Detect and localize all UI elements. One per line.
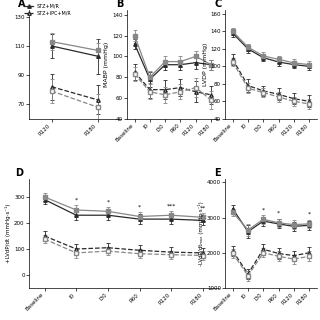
Text: A: A [18,0,25,9]
Text: *: * [138,205,141,210]
Text: *: * [106,200,109,204]
Text: *: * [262,207,265,212]
Text: C: C [214,0,221,9]
Y-axis label: +LVdP/dt (mmHg·s⁻¹): +LVdP/dt (mmHg·s⁻¹) [5,204,11,263]
Text: *: * [277,211,280,216]
Text: **: ** [200,205,206,211]
Text: D: D [15,168,23,178]
Text: *: * [308,212,311,217]
Text: *: * [75,198,78,203]
Y-axis label: -LVdP/dtₘₐₓ (mmHg·s⁻¹): -LVdP/dtₘₐₓ (mmHg·s⁻¹) [198,201,204,266]
Y-axis label: MABP (mmHg): MABP (mmHg) [105,42,109,87]
Text: ***: *** [166,204,176,208]
Legend: STZ+M/R, STZ+IPC+M/R: STZ+M/R, STZ+IPC+M/R [24,3,72,16]
Text: B: B [116,0,123,9]
Text: E: E [214,168,221,178]
Y-axis label: LVDP (mmHg): LVDP (mmHg) [203,43,208,86]
